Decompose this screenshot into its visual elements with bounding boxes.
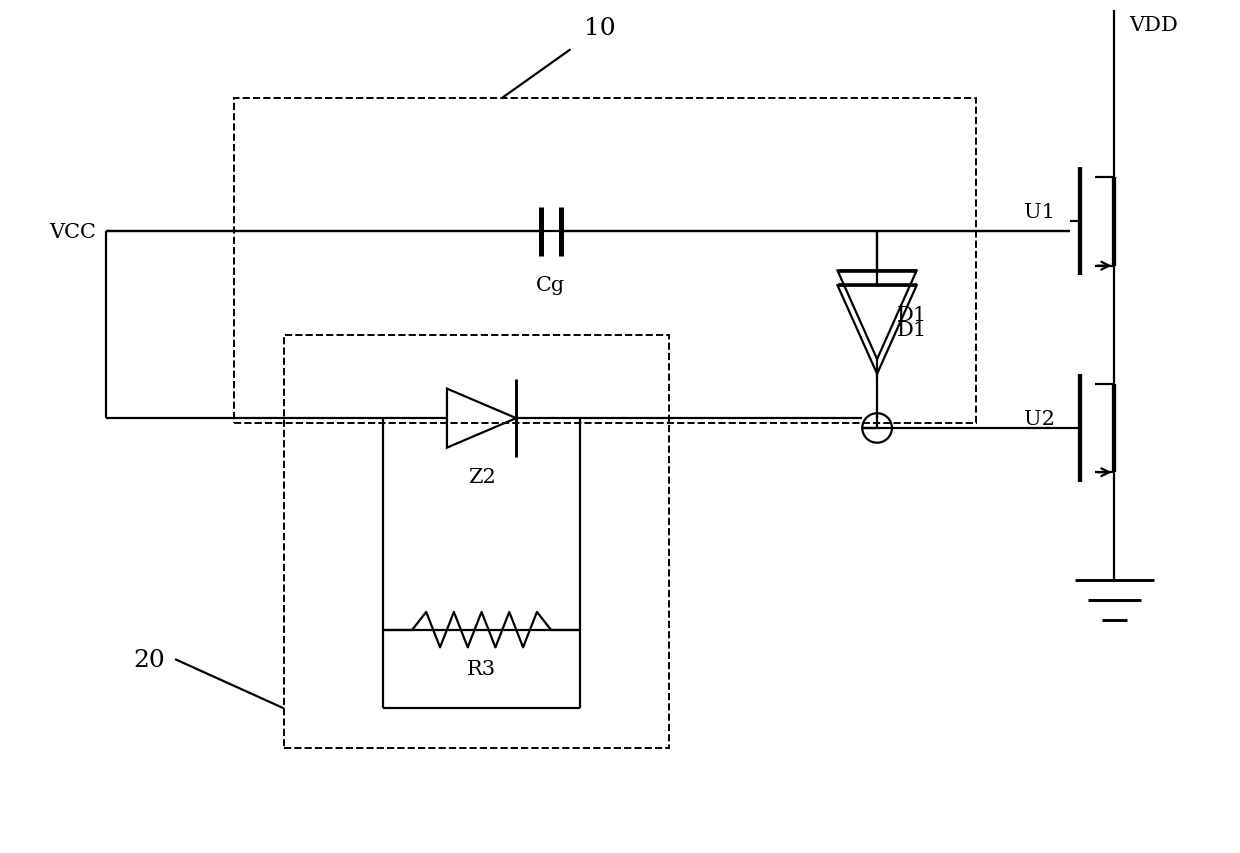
Text: Cg: Cg bbox=[536, 276, 565, 295]
Text: 10: 10 bbox=[584, 17, 616, 40]
Text: U1: U1 bbox=[1024, 203, 1055, 222]
Text: 20: 20 bbox=[134, 648, 165, 670]
Text: R3: R3 bbox=[467, 659, 496, 678]
Text: D1: D1 bbox=[897, 306, 928, 325]
Text: Z2: Z2 bbox=[467, 467, 496, 487]
Text: U2: U2 bbox=[1024, 409, 1055, 428]
Text: VCC: VCC bbox=[50, 223, 95, 241]
Text: VDD: VDD bbox=[1130, 16, 1178, 35]
Text: D1: D1 bbox=[897, 321, 928, 339]
